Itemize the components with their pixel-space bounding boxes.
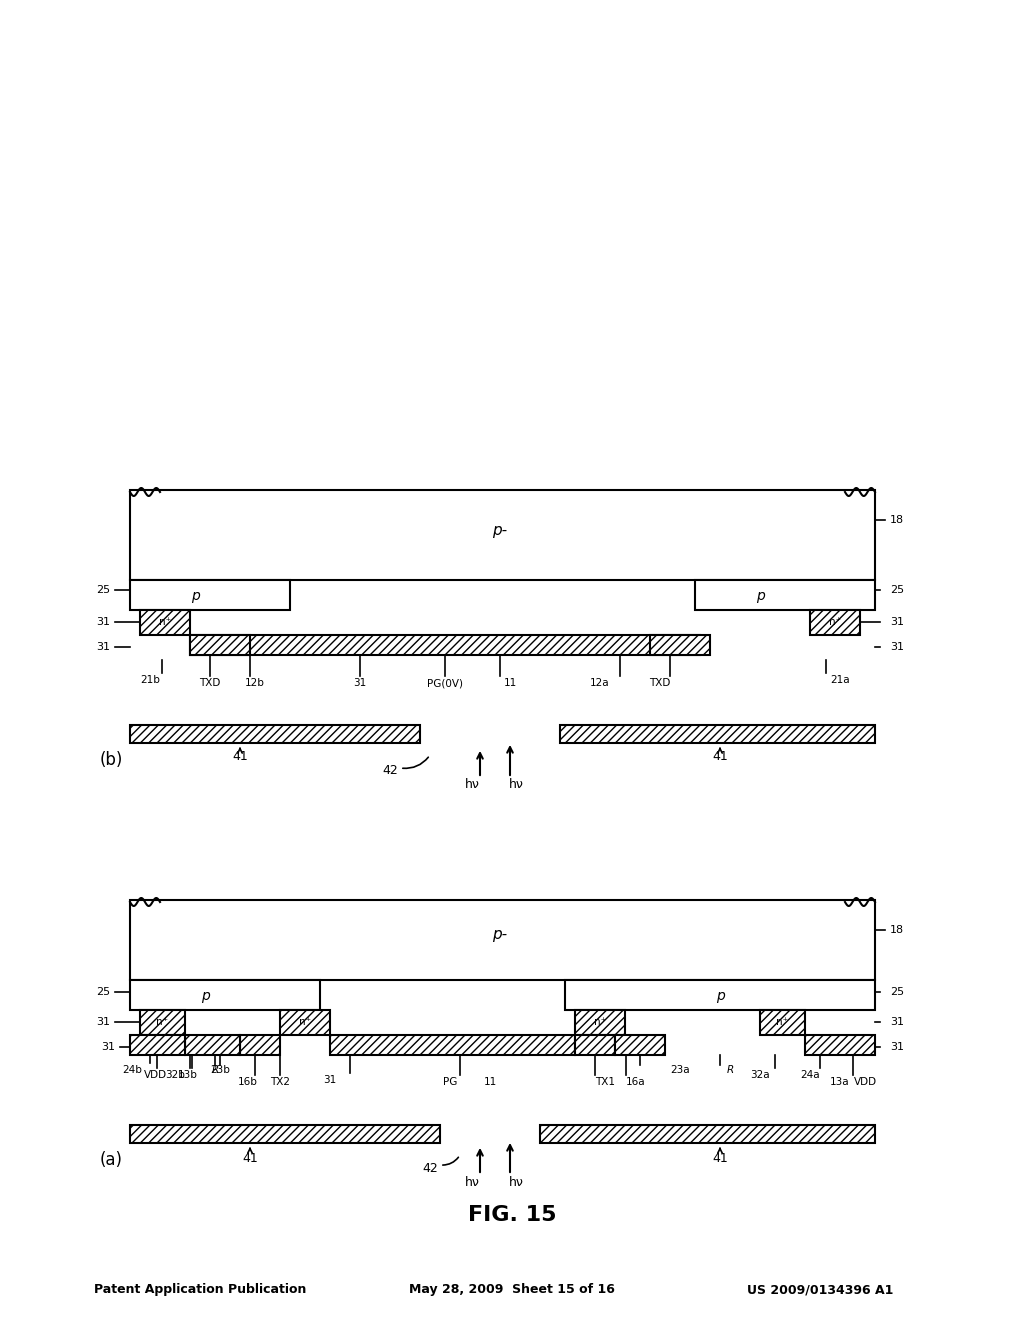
- Text: R: R: [726, 1065, 733, 1074]
- Text: 25: 25: [96, 987, 110, 997]
- Bar: [615, 1035, 665, 1055]
- Bar: [240, 1035, 280, 1055]
- Bar: [140, 1010, 185, 1035]
- Text: 31: 31: [890, 616, 904, 627]
- Text: 31: 31: [101, 1041, 115, 1052]
- Bar: [330, 1035, 575, 1055]
- Text: 42: 42: [382, 763, 398, 776]
- Bar: [130, 579, 290, 610]
- Text: (b): (b): [100, 751, 123, 770]
- Text: 12a: 12a: [590, 678, 610, 688]
- Text: 32b: 32b: [165, 1071, 185, 1080]
- Text: PG(0V): PG(0V): [427, 678, 463, 688]
- Bar: [185, 1035, 240, 1055]
- Text: hν: hν: [509, 1176, 523, 1188]
- Text: hν: hν: [465, 779, 479, 792]
- Text: 13b: 13b: [178, 1071, 198, 1080]
- Text: n⁺: n⁺: [156, 1016, 168, 1027]
- Text: 21b: 21b: [140, 675, 160, 685]
- Text: Patent Application Publication: Patent Application Publication: [94, 1283, 306, 1296]
- Text: p: p: [201, 989, 209, 1003]
- Text: 11: 11: [504, 678, 517, 688]
- Bar: [190, 635, 700, 655]
- Text: US 2009/0134396 A1: US 2009/0134396 A1: [746, 1283, 893, 1296]
- Text: 31: 31: [890, 642, 904, 652]
- Bar: [805, 1035, 874, 1055]
- Text: hν: hν: [465, 1176, 479, 1188]
- Text: 31: 31: [96, 1016, 110, 1027]
- Bar: [130, 1125, 440, 1143]
- Bar: [130, 979, 319, 1010]
- Text: 16a: 16a: [627, 1077, 646, 1086]
- Text: 42: 42: [422, 1162, 438, 1175]
- Text: 31: 31: [353, 678, 367, 688]
- Text: 31: 31: [324, 1074, 337, 1085]
- Text: 13a: 13a: [830, 1077, 850, 1086]
- Text: R: R: [211, 1065, 219, 1074]
- Text: TXD: TXD: [200, 678, 221, 688]
- Text: 11: 11: [483, 1077, 497, 1086]
- Bar: [575, 1010, 625, 1035]
- Bar: [810, 610, 860, 635]
- Text: hν: hν: [509, 779, 523, 792]
- Text: TXD: TXD: [649, 678, 671, 688]
- Text: TX2: TX2: [270, 1077, 290, 1086]
- Text: 18: 18: [890, 515, 904, 525]
- Bar: [130, 900, 874, 979]
- Text: p: p: [190, 589, 200, 603]
- Text: p-: p-: [493, 523, 508, 537]
- Text: 24b: 24b: [122, 1065, 142, 1074]
- Text: 41: 41: [242, 1151, 258, 1164]
- Bar: [130, 490, 874, 579]
- Text: 25: 25: [890, 585, 904, 595]
- Text: PG: PG: [442, 1077, 457, 1086]
- Text: VDD: VDD: [853, 1077, 877, 1086]
- Bar: [575, 1035, 615, 1055]
- Text: 16b: 16b: [238, 1077, 258, 1086]
- Bar: [650, 635, 710, 655]
- Text: n⁺: n⁺: [594, 1016, 606, 1027]
- Bar: [130, 725, 420, 743]
- Text: n⁺: n⁺: [829, 616, 841, 627]
- Text: 24a: 24a: [800, 1071, 820, 1080]
- Text: 31: 31: [96, 642, 110, 652]
- Bar: [540, 1125, 874, 1143]
- Text: 12b: 12b: [245, 678, 265, 688]
- Text: 32a: 32a: [751, 1071, 770, 1080]
- Bar: [130, 1035, 185, 1055]
- Text: n⁺: n⁺: [159, 616, 171, 627]
- Bar: [695, 579, 874, 610]
- Bar: [140, 610, 190, 635]
- Text: n⁺: n⁺: [299, 1016, 311, 1027]
- Bar: [760, 1010, 805, 1035]
- Bar: [190, 635, 250, 655]
- Text: p-: p-: [493, 928, 508, 942]
- Text: 31: 31: [890, 1016, 904, 1027]
- Text: 41: 41: [712, 751, 728, 763]
- Text: 23a: 23a: [670, 1065, 690, 1074]
- Bar: [560, 725, 874, 743]
- Text: FIG. 15: FIG. 15: [468, 1205, 556, 1225]
- Text: p: p: [716, 989, 724, 1003]
- Text: p: p: [756, 589, 764, 603]
- Text: (a): (a): [100, 1151, 123, 1170]
- Bar: [280, 1010, 330, 1035]
- Text: 41: 41: [232, 751, 248, 763]
- Text: TX1: TX1: [595, 1077, 615, 1086]
- Text: 41: 41: [712, 1151, 728, 1164]
- Text: VDD: VDD: [143, 1071, 167, 1080]
- Text: n⁺: n⁺: [776, 1016, 788, 1027]
- Bar: [565, 979, 874, 1010]
- Text: 23b: 23b: [210, 1065, 230, 1074]
- Text: 18: 18: [890, 925, 904, 935]
- Text: 25: 25: [96, 585, 110, 595]
- Text: 25: 25: [890, 987, 904, 997]
- Text: May 28, 2009  Sheet 15 of 16: May 28, 2009 Sheet 15 of 16: [409, 1283, 615, 1296]
- Text: 31: 31: [890, 1041, 904, 1052]
- Text: 31: 31: [96, 616, 110, 627]
- Text: 21a: 21a: [830, 675, 850, 685]
